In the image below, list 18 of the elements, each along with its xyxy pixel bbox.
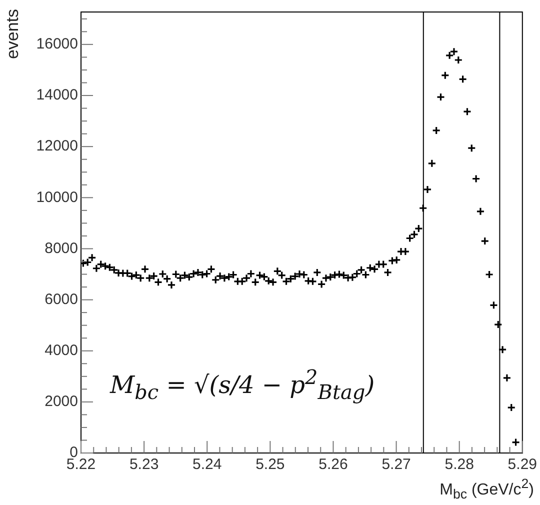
- x-axis-title: M$_{bc}$ (GeV/c$^{2}$): [440, 476, 534, 502]
- x-tick-label: 5.27: [382, 456, 411, 474]
- x-tick-label: 5.29: [508, 456, 538, 474]
- y-tick-label: 6000: [44, 290, 78, 308]
- y-tick-label: 16000: [36, 36, 78, 53]
- annotation: M$_{bc}$ = √(s/4 − p$^{2}$$_{Btag}$): [110, 365, 375, 404]
- x-tick-label: 5.24: [192, 456, 222, 474]
- y-tick-label: 14000: [36, 86, 78, 104]
- x-tick-label: 5.26: [318, 456, 348, 474]
- y-tick-label: 10000: [36, 188, 78, 206]
- y-tick-label: 2000: [44, 393, 78, 410]
- x-tick-label: 5.23: [129, 456, 159, 474]
- y-axis-title: events: [3, 8, 24, 60]
- y-tick-label: 8000: [44, 240, 78, 257]
- x-tick-label: 5.28: [444, 456, 474, 474]
- y-tick-label: 4000: [44, 342, 78, 359]
- y-tick-label: 12000: [36, 138, 78, 155]
- x-tick-label: 5.25: [256, 456, 285, 474]
